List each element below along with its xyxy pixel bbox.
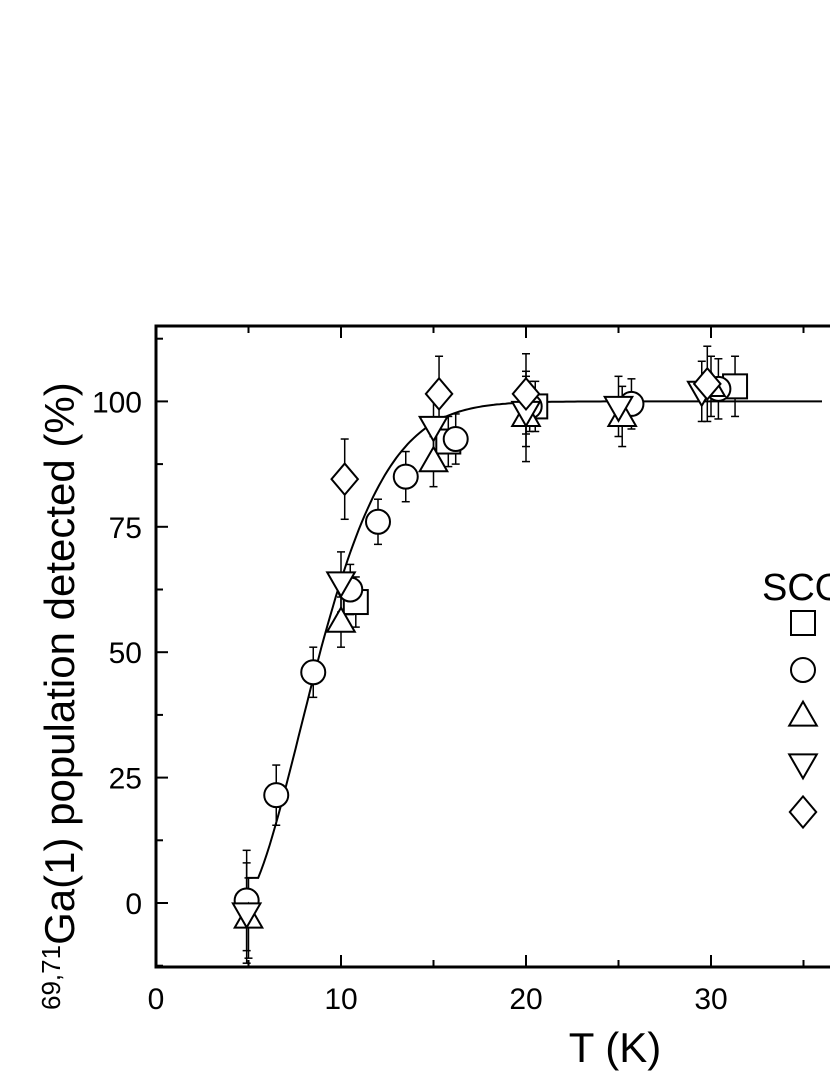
legend-marker-diamond <box>788 794 818 830</box>
fit-curve-layer <box>246 400 822 879</box>
fit-curve <box>246 400 822 879</box>
legend <box>787 610 819 830</box>
y-tick-label: 100 <box>92 386 142 419</box>
data-point-diamond <box>424 376 454 412</box>
x-tick-label: 20 <box>509 983 542 1016</box>
data-point-diamond <box>692 366 722 401</box>
data-point-circle <box>365 508 391 535</box>
data-point-triangle-down <box>417 415 450 443</box>
legend-marker-circle <box>790 657 816 683</box>
x-axis-title: T (K) <box>569 1024 662 1071</box>
y-tick-label: 0 <box>125 888 142 921</box>
data-point-circle <box>263 782 290 809</box>
y-axis-title-superscript: 69,71 <box>36 945 66 1010</box>
y-axis-title-main: Ga(1) population detected (%) <box>36 382 83 945</box>
data-point-triangle-up <box>417 445 450 473</box>
data-point-triangle-up <box>325 605 357 633</box>
data-point-diamond <box>330 461 360 497</box>
marker-layer <box>231 366 749 930</box>
tick-layer: 0 10 20 30 0 25 50 75 100 <box>92 326 805 1016</box>
data-point-triangle-down <box>602 395 635 423</box>
legend-title: SCO <box>762 567 830 609</box>
legend-marker-triangle-up <box>787 699 819 727</box>
legend-marker-triangle-down <box>787 753 819 781</box>
x-tick-label: 30 <box>694 983 727 1016</box>
data-point-circle <box>300 659 327 686</box>
plot-frame <box>154 324 830 969</box>
data-point-diamond <box>511 376 541 412</box>
data-point-circle <box>392 463 419 490</box>
y-axis-title: 69,71Ga(1) population detected (%) <box>36 382 83 1010</box>
x-tick-label: 10 <box>324 983 357 1016</box>
plot-border <box>154 324 830 969</box>
y-tick-label: 75 <box>109 512 142 545</box>
data-point-circle <box>442 426 469 453</box>
y-tick-label: 25 <box>109 763 142 796</box>
legend-marker-square <box>790 610 816 636</box>
x-tick-label: 0 <box>148 983 165 1016</box>
svg-text:69,71Ga(1) population detected: 69,71Ga(1) population detected (%) <box>36 382 83 1010</box>
data-point-triangle-down <box>325 571 357 599</box>
y-tick-label: 50 <box>109 637 142 670</box>
data-point-triangle-down <box>231 902 263 930</box>
errorbar-layer <box>242 345 740 964</box>
